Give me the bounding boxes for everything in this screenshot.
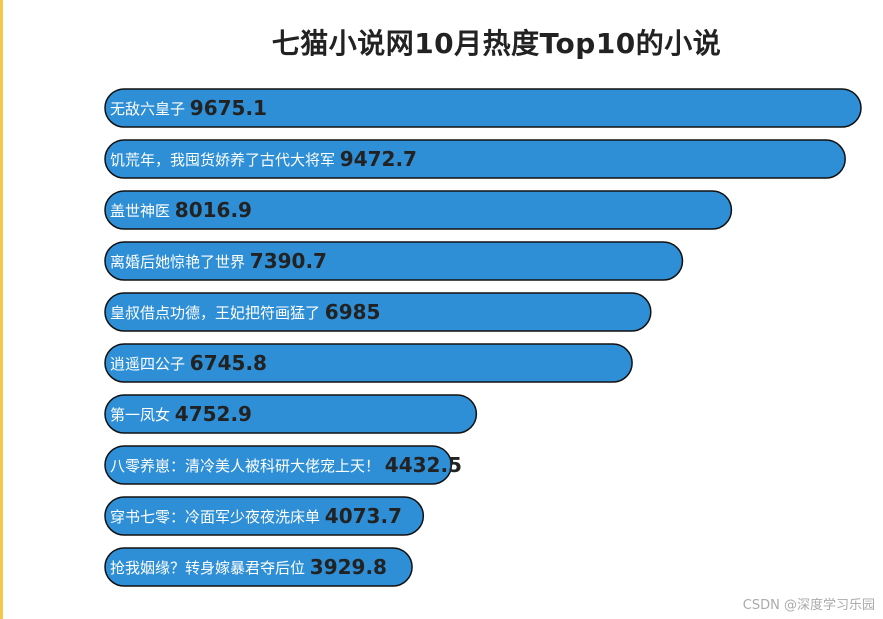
bar-group: 逍遥四公子 6745.8 [104, 343, 633, 383]
bar-label: 八零养崽：清冷美人被科研大佬宠上天！ 4432.5 [110, 453, 462, 477]
bar [104, 547, 413, 587]
category-label: 穿书七零：冷面军少夜夜洗床单 [110, 508, 325, 526]
chart-title: 七猫小说网10月热度Top10的小说 [271, 27, 722, 60]
bar-label: 第一凤女 4752.9 [110, 402, 252, 426]
value-label: 4752.9 [175, 402, 252, 426]
bar-group: 皇叔借点功德，王妃把符画猛了 6985 [104, 292, 652, 332]
bar-label: 逍遥四公子 6745.8 [110, 351, 267, 375]
bar-group: 八零养崽：清冷美人被科研大佬宠上天！ 4432.5 [104, 445, 462, 485]
bar [104, 394, 478, 434]
bar-group: 饥荒年，我囤货娇养了古代大将军 9472.7 [104, 139, 846, 179]
bar [104, 190, 733, 230]
bar-group: 盖世神医 8016.9 [104, 190, 733, 230]
value-label: 8016.9 [175, 198, 252, 222]
category-label: 饥荒年，我囤货娇养了古代大将军 [110, 151, 340, 169]
value-label: 6745.8 [190, 351, 267, 375]
value-label: 6985 [325, 300, 381, 324]
value-label: 3929.8 [310, 555, 387, 579]
bar-label: 离婚后她惊艳了世界 7390.7 [110, 249, 327, 273]
category-label: 逍遥四公子 [110, 355, 190, 373]
bar-label: 无敌六皇子 9675.1 [110, 96, 267, 120]
bar-label: 饥荒年，我囤货娇养了古代大将军 9472.7 [110, 147, 417, 171]
watermark: CSDN @深度学习乐园 [742, 598, 875, 613]
bar [104, 292, 652, 332]
category-label: 盖世神医 [110, 202, 175, 220]
value-label: 9472.7 [340, 147, 417, 171]
category-label: 第一凤女 [110, 406, 175, 424]
bar [104, 139, 846, 179]
value-label: 7390.7 [250, 249, 327, 273]
bar [104, 241, 684, 281]
bar [104, 88, 862, 128]
value-label: 9675.1 [190, 96, 267, 120]
category-label: 无敌六皇子 [110, 100, 190, 118]
bar-group: 第一凤女 4752.9 [104, 394, 478, 434]
category-label: 八零养崽：清冷美人被科研大佬宠上天！ [110, 457, 385, 475]
bar-group: 抢我姻缘？转身嫁暴君夺后位 3929.8 [104, 547, 413, 587]
value-label: 4073.7 [325, 504, 402, 528]
bar-group: 离婚后她惊艳了世界 7390.7 [104, 241, 684, 281]
bar-group: 无敌六皇子 9675.1 [104, 88, 862, 128]
bar-label: 盖世神医 8016.9 [110, 198, 252, 222]
category-label: 抢我姻缘？转身嫁暴君夺后位 [110, 559, 310, 577]
bar-label: 穿书七零：冷面军少夜夜洗床单 4073.7 [110, 504, 402, 528]
category-label: 离婚后她惊艳了世界 [110, 253, 250, 271]
bar [104, 496, 425, 536]
bar [104, 445, 453, 485]
left-accent-stripe [0, 0, 3, 619]
bar-label: 抢我姻缘？转身嫁暴君夺后位 3929.8 [110, 555, 387, 579]
category-label: 皇叔借点功德，王妃把符画猛了 [110, 304, 325, 322]
bar [104, 343, 633, 383]
bar-label: 皇叔借点功德，王妃把符画猛了 6985 [110, 300, 380, 324]
bar-group: 穿书七零：冷面军少夜夜洗床单 4073.7 [104, 496, 425, 536]
value-label: 4432.5 [385, 453, 462, 477]
